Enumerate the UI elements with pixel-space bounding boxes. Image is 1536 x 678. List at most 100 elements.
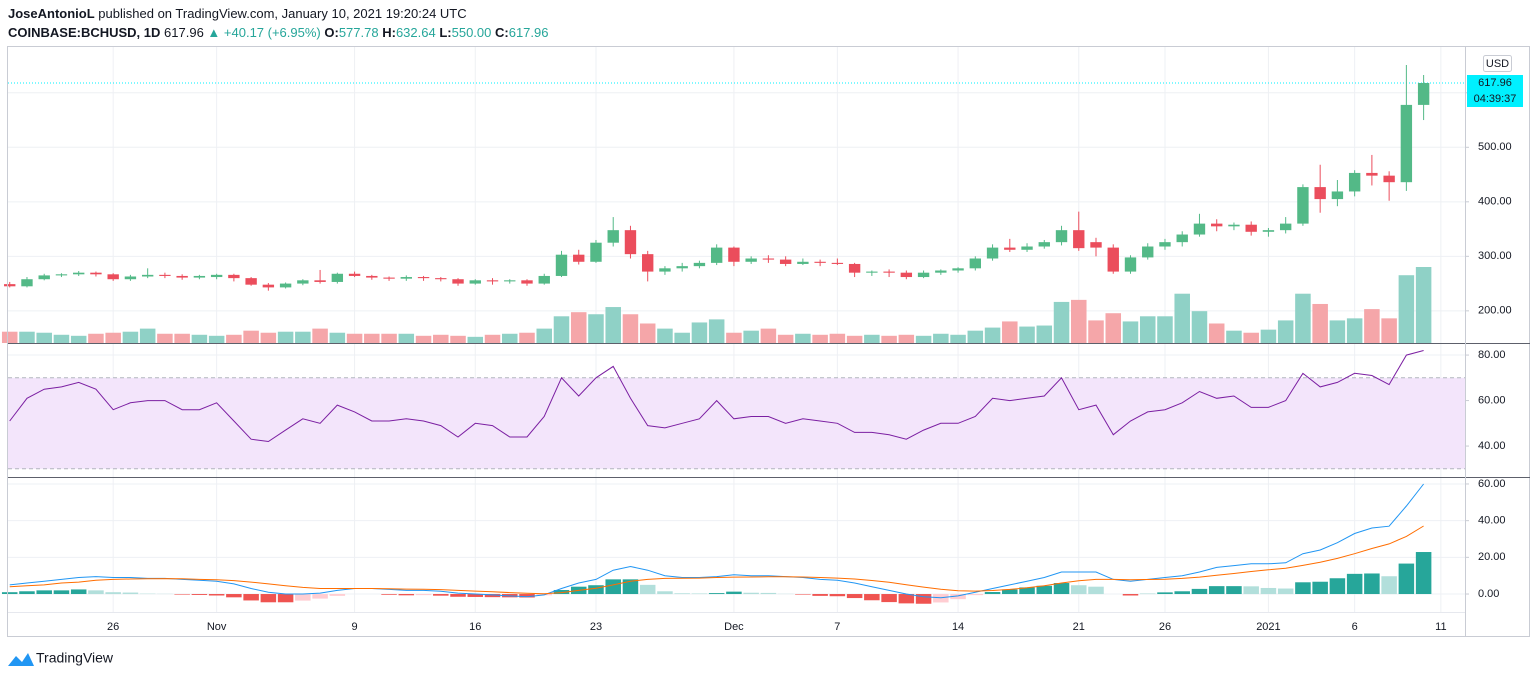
histogram-bar (795, 594, 811, 595)
histogram-bar (433, 594, 449, 596)
volume-bar (881, 335, 897, 343)
candle-body (1107, 247, 1119, 272)
histogram-bar (1053, 583, 1070, 595)
histogram-bar (1364, 573, 1380, 595)
x-tick-label: 23 (590, 621, 602, 633)
volume-bar (1191, 311, 1208, 343)
candle-body (124, 276, 137, 280)
last-price: 617.96 (164, 25, 204, 40)
countdown: 04:39:37 (1474, 93, 1517, 105)
histogram-bar (881, 594, 897, 603)
histogram-bar (484, 594, 501, 598)
candle-body (1314, 187, 1326, 200)
y-tick-label: 60.00 (1478, 478, 1506, 490)
volume-bar (605, 307, 621, 343)
volume-bar (467, 336, 484, 343)
candle-body (555, 254, 568, 276)
candle-body (383, 277, 395, 279)
candle-body (831, 262, 844, 264)
candle-body (779, 259, 792, 264)
histogram-bar (1312, 581, 1328, 595)
histogram-bar (967, 594, 984, 596)
volume-bar (726, 332, 742, 343)
histogram-bar (1174, 591, 1190, 595)
volume-bar (1053, 301, 1070, 343)
volume-bar (1381, 318, 1397, 343)
volume-bar (570, 312, 587, 343)
histogram-bar (1260, 587, 1277, 595)
volume-bar (1157, 316, 1173, 343)
ohlc-value: 632.64 (395, 25, 436, 40)
candle-body (607, 230, 619, 243)
volume-bar (708, 319, 725, 343)
histogram-bar (467, 594, 484, 597)
last-price-label: 617.96 (1478, 77, 1512, 89)
candle-body (1021, 246, 1033, 250)
volume-bar (70, 335, 87, 343)
histogram-bar (19, 591, 35, 595)
histogram-bar (243, 594, 259, 601)
candle-body (4, 284, 16, 287)
volume-bar (536, 328, 553, 343)
histogram-bar (381, 594, 397, 595)
volume-bar (346, 333, 363, 343)
volume-bar (36, 332, 52, 343)
histogram-bar (174, 594, 190, 595)
histogram-bar (898, 594, 915, 604)
candle-body (814, 261, 826, 263)
ohlc-label: O: (324, 25, 339, 40)
histogram-bar (277, 594, 294, 603)
volume-bar (1277, 320, 1294, 343)
candle-body (193, 275, 206, 278)
histogram-bar (915, 594, 932, 604)
histogram-bar (639, 584, 656, 595)
histogram-bar (36, 590, 52, 595)
y-tick-label: 500.00 (1478, 141, 1512, 153)
histogram-bar (1329, 578, 1346, 595)
volume-bar (674, 332, 690, 343)
histogram-bar (846, 594, 863, 599)
candle-body (228, 274, 240, 279)
published: published on TradingView.com, January 10… (98, 6, 467, 21)
candle-body (366, 275, 378, 278)
x-tick-label: 26 (1159, 621, 1171, 633)
volume-bar (1088, 320, 1104, 343)
candle-body (141, 274, 154, 277)
volume-bar (122, 331, 139, 343)
y-tick-label: 20.00 (1478, 551, 1506, 563)
currency-box[interactable] (1483, 55, 1512, 72)
candle-body (624, 230, 637, 255)
tradingview-logo[interactable]: TradingView (8, 650, 114, 666)
histogram-bar (1398, 563, 1415, 595)
histogram-bar (1, 592, 18, 595)
volume-bar (743, 330, 759, 343)
ohlc-value: 617.96 (508, 25, 549, 40)
volume-bar (329, 332, 346, 343)
volume-bar (295, 331, 311, 343)
histogram-bar (605, 579, 621, 595)
histogram-bar (1415, 552, 1432, 595)
histogram-bar (933, 594, 949, 603)
histogram-bar (260, 594, 277, 603)
histogram-bar (691, 593, 708, 595)
volume-bar (260, 332, 277, 343)
histogram-bar (1157, 592, 1173, 595)
y-tick-label: 80.00 (1478, 349, 1506, 361)
candle-body (590, 242, 602, 262)
candle-body (1038, 242, 1050, 247)
volume-bar (777, 334, 794, 343)
histogram-bar (415, 594, 432, 596)
candle-body (1348, 172, 1361, 192)
y-tick-label: 40.00 (1478, 515, 1506, 527)
frame (7, 46, 1530, 637)
volume-bar (846, 335, 863, 343)
candle-body (348, 273, 361, 276)
y-tick-label: 400.00 (1478, 196, 1512, 208)
candle-body (1193, 223, 1206, 235)
volume-bar (398, 333, 415, 343)
candle-body (1159, 242, 1171, 247)
volume-bar (812, 334, 828, 343)
author[interactable]: JoseAntonioL (8, 6, 95, 21)
histogram-bar (588, 585, 604, 595)
